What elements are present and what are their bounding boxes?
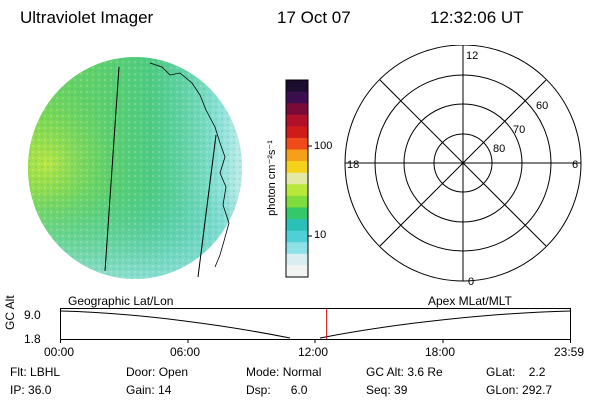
meridian-line: [104, 66, 120, 272]
mlt-label-0: 0: [468, 276, 474, 285]
colorbar-cell: [286, 91, 308, 104]
colorbar-cell: [286, 149, 308, 162]
colorbar-cell: [286, 207, 308, 220]
colorbar-cell: [286, 172, 308, 185]
timeline-y-tick-max: 9.0: [24, 308, 41, 322]
polar-mlat-mlt-grid: 12 0 18 6 60 70 80: [344, 45, 582, 285]
timeline-y-tick-min: 1.8: [24, 332, 41, 346]
colorbar-cell: [286, 184, 308, 197]
status-gain: Gain: 14: [126, 383, 172, 397]
colorbar: photon cm⁻²s⁻¹: [266, 79, 312, 278]
colorbar-tick-10: 10: [314, 229, 327, 241]
colorbar-tick-100: 100: [314, 140, 333, 152]
timeline-plot: [60, 308, 571, 343]
status-ip: IP: 36.0: [10, 383, 52, 397]
mlat-label-60: 60: [536, 100, 548, 112]
mlat-label-70: 70: [513, 124, 525, 136]
mlt-label-12: 12: [466, 50, 478, 62]
timeline-x-tick: 23:59: [554, 345, 585, 359]
colorbar-cell: [286, 195, 308, 209]
status-door: Door: Open: [126, 365, 189, 379]
colorbar-cell: [286, 80, 308, 93]
time-label: 12:32:06 UT: [430, 8, 524, 27]
date-label: 17 Oct 07: [277, 8, 351, 27]
status-flt: Flt: LBHL: [10, 365, 61, 379]
mlt-label-6: 6: [572, 159, 578, 171]
timeline-right-title: Apex MLat/MLT: [428, 294, 512, 308]
status-dsp: Dsp: 6.0: [246, 383, 308, 397]
altitude-curve: [60, 310, 571, 339]
colorbar-cell: [286, 103, 308, 116]
timeline-left-title: Geographic Lat/Lon: [68, 294, 174, 308]
colorbar-cell: [286, 242, 308, 255]
app-title: Ultraviolet Imager: [20, 8, 154, 27]
coastline: [149, 62, 230, 268]
colorbar-cell: [286, 114, 308, 127]
colorbar-unit-label: photon cm⁻²s⁻¹: [266, 140, 278, 216]
colorbar-cell: [286, 265, 308, 278]
colorbar-cell: [286, 219, 308, 232]
colorbar-cell: [286, 126, 308, 139]
colorbar-cell: [286, 253, 308, 267]
status-glat: GLat: 2.2: [486, 365, 546, 379]
timeline-x-tick: 12:00: [298, 345, 329, 359]
mlat-label-80: 80: [493, 143, 505, 155]
colorbar-cell: [286, 161, 308, 174]
mlt-label-18: 18: [347, 159, 359, 171]
colorbar-cell: [286, 230, 308, 243]
colorbar-cell: [286, 137, 308, 151]
status-gc-alt: GC Alt: 3.6 Re: [366, 365, 443, 379]
status-mode: Mode: Normal: [246, 365, 322, 379]
meridian-line: [197, 134, 217, 278]
timeline-x-tick: 00:00: [44, 345, 75, 359]
timeline-y-axis-label: GC Alt: [3, 295, 17, 330]
timeline-x-tick: 18:00: [425, 345, 456, 359]
earth-uv-image: [28, 57, 242, 279]
status-glon: GLon: 292.7: [486, 383, 553, 397]
timeline-x-tick: 06:00: [170, 345, 201, 359]
status-seq: Seq: 39: [366, 383, 408, 397]
